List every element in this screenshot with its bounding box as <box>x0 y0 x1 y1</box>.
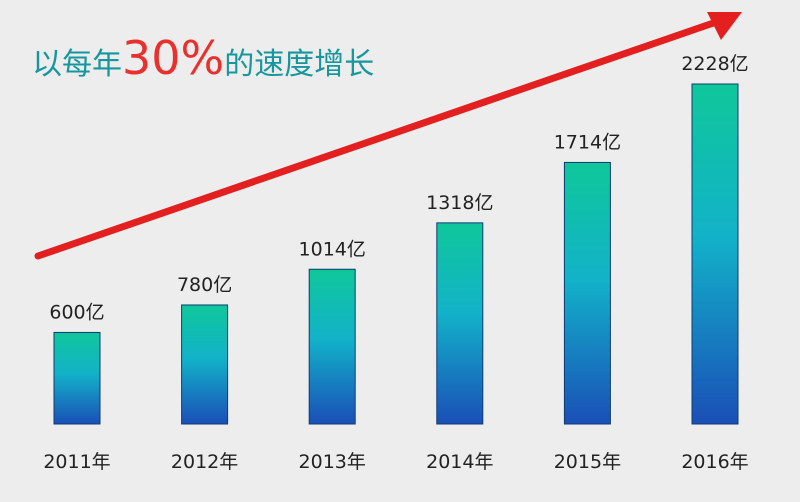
chart-title: 以每年30%的速度增长 <box>32 31 374 85</box>
value-label-2: 1014亿 <box>299 238 366 260</box>
bar-0 <box>53 331 101 425</box>
value-label-4: 1714亿 <box>554 131 621 153</box>
value-label-0: 600亿 <box>49 301 104 323</box>
bar-4 <box>563 161 611 425</box>
x-tick-label-4: 2015年 <box>554 451 621 473</box>
title-suffix: 的速度增长 <box>224 47 374 82</box>
x-tick-label-1: 2012年 <box>171 451 238 473</box>
x-tick-label-3: 2014年 <box>426 451 493 473</box>
value-label-5: 2228亿 <box>681 53 748 75</box>
x-tick-label-0: 2011年 <box>43 451 110 473</box>
value-label-3: 1318亿 <box>426 192 493 214</box>
trend-arrow-head <box>707 12 742 40</box>
title-prefix: 以每年 <box>32 47 122 82</box>
bar-3 <box>436 222 484 425</box>
trend-arrow-line <box>34 16 726 260</box>
bar-5 <box>691 83 739 425</box>
x-tick-label-5: 2016年 <box>681 451 748 473</box>
bar-2 <box>308 268 356 425</box>
value-label-1: 780亿 <box>177 274 232 296</box>
title-highlight: 30% <box>122 31 224 85</box>
bar-1 <box>181 304 229 425</box>
x-tick-label-2: 2013年 <box>299 451 366 473</box>
